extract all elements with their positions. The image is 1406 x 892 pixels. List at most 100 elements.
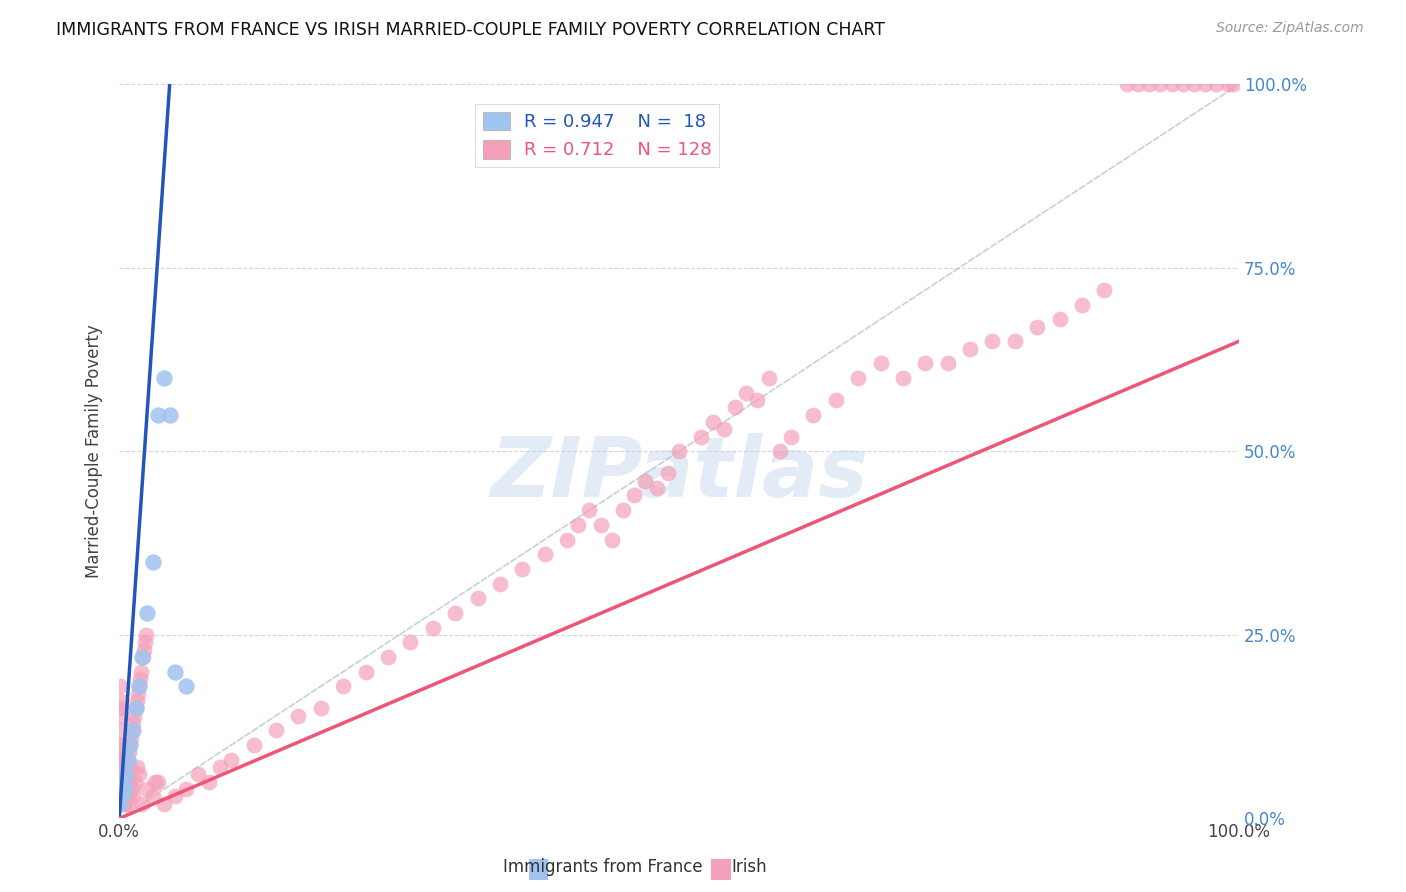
Point xyxy=(131,797,153,811)
Point xyxy=(111,774,134,789)
Point xyxy=(112,782,135,797)
Point xyxy=(153,371,176,385)
Text: ZIPatlas: ZIPatlas xyxy=(491,433,868,514)
Point xyxy=(354,665,377,679)
Point xyxy=(114,782,136,797)
Point xyxy=(112,797,135,811)
Point xyxy=(153,797,176,811)
Point xyxy=(136,782,159,797)
Point xyxy=(111,774,134,789)
Point xyxy=(936,356,959,370)
Point xyxy=(127,687,149,701)
Point xyxy=(422,621,444,635)
Point xyxy=(1126,78,1149,92)
Point xyxy=(165,789,187,804)
Point xyxy=(128,679,150,693)
Text: IMMIGRANTS FROM FRANCE VS IRISH MARRIED-COUPLE FAMILY POVERTY CORRELATION CHART: IMMIGRANTS FROM FRANCE VS IRISH MARRIED-… xyxy=(56,21,886,39)
Point xyxy=(713,422,735,436)
Point xyxy=(1194,78,1216,92)
Point xyxy=(129,672,152,686)
Point xyxy=(780,430,803,444)
Point xyxy=(242,738,264,752)
Point xyxy=(914,356,936,370)
Point xyxy=(846,371,869,385)
Point xyxy=(1149,78,1171,92)
Point xyxy=(118,789,141,804)
Point xyxy=(134,635,156,649)
Point xyxy=(377,650,399,665)
Point xyxy=(124,774,146,789)
Point xyxy=(287,708,309,723)
Point xyxy=(111,753,134,767)
Point xyxy=(117,753,139,767)
Point xyxy=(142,789,165,804)
Point xyxy=(533,547,555,561)
Point xyxy=(657,467,679,481)
Point xyxy=(1004,334,1026,349)
Point xyxy=(1137,78,1160,92)
Point xyxy=(120,731,142,745)
Point xyxy=(148,774,170,789)
Point xyxy=(112,789,135,804)
Point xyxy=(115,774,138,789)
Point xyxy=(110,767,132,781)
Point xyxy=(332,679,354,693)
Point xyxy=(112,782,135,797)
Point xyxy=(117,753,139,767)
Point xyxy=(142,555,165,569)
Point xyxy=(1182,78,1205,92)
Point xyxy=(131,650,153,665)
Point xyxy=(1205,78,1227,92)
Point xyxy=(110,753,132,767)
Point xyxy=(801,408,824,422)
Y-axis label: Married-Couple Family Poverty: Married-Couple Family Poverty xyxy=(86,325,103,578)
Point xyxy=(111,767,134,781)
Point xyxy=(489,576,512,591)
Point xyxy=(981,334,1004,349)
Point xyxy=(124,708,146,723)
Text: Source: ZipAtlas.com: Source: ZipAtlas.com xyxy=(1216,21,1364,36)
Point xyxy=(114,789,136,804)
Point xyxy=(824,393,846,408)
Point xyxy=(1071,298,1094,312)
Point xyxy=(444,606,467,620)
Point xyxy=(115,760,138,774)
Point xyxy=(118,745,141,759)
Point xyxy=(129,665,152,679)
Point xyxy=(117,767,139,781)
Point xyxy=(668,444,690,458)
Point xyxy=(114,797,136,811)
Point xyxy=(735,385,758,400)
Point xyxy=(143,774,166,789)
Point xyxy=(132,650,155,665)
Point xyxy=(112,767,135,781)
Point xyxy=(623,488,645,502)
Point xyxy=(108,723,131,738)
Point xyxy=(1049,312,1071,326)
Point xyxy=(121,723,143,738)
Point xyxy=(1026,319,1049,334)
Point xyxy=(121,782,143,797)
Point xyxy=(136,606,159,620)
Point xyxy=(891,371,914,385)
Point xyxy=(187,767,209,781)
Point xyxy=(702,415,724,429)
Point xyxy=(114,782,136,797)
Point xyxy=(159,408,181,422)
Point xyxy=(114,774,136,789)
Point xyxy=(1216,78,1239,92)
Point xyxy=(124,701,146,715)
Point xyxy=(208,760,231,774)
Point xyxy=(148,408,170,422)
Point xyxy=(110,708,132,723)
Point xyxy=(690,430,713,444)
Text: Immigrants from France: Immigrants from France xyxy=(503,858,703,876)
Point xyxy=(111,753,134,767)
Point xyxy=(869,356,891,370)
Point xyxy=(128,679,150,693)
Point xyxy=(264,723,287,738)
Point xyxy=(747,393,769,408)
Point xyxy=(121,723,143,738)
Point xyxy=(510,562,533,576)
Point xyxy=(110,694,132,708)
